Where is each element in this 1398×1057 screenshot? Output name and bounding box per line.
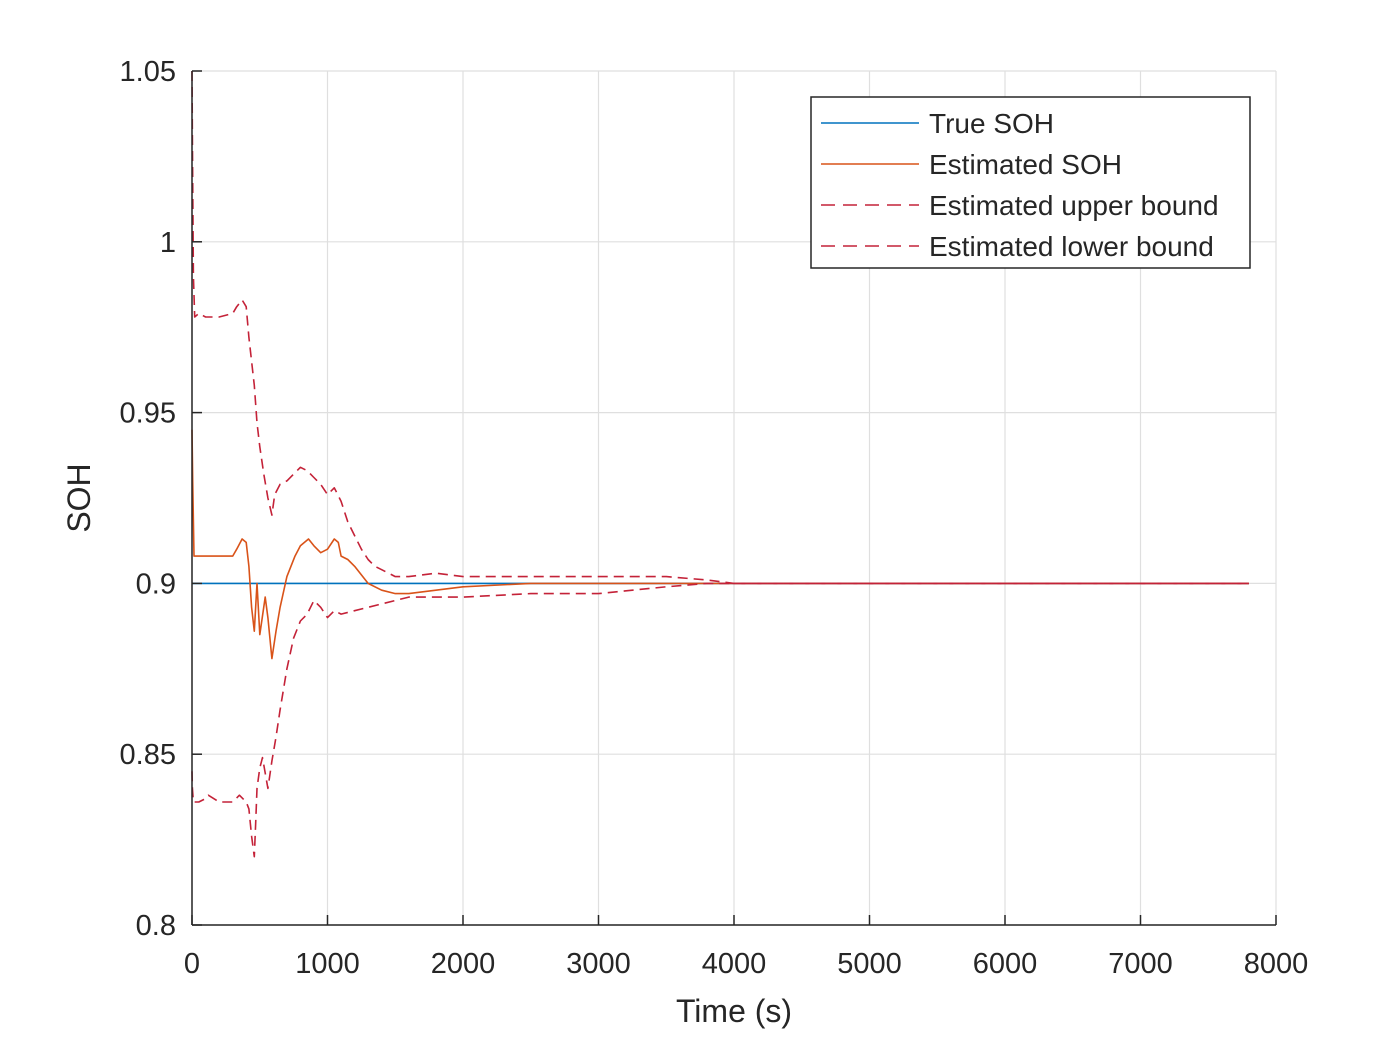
- x-axis-label: Time (s): [676, 993, 792, 1029]
- x-tick-label: 6000: [973, 948, 1038, 980]
- series-line-3: [191, 582, 1249, 858]
- tick-labels: 0 1000 2000 3000 4000 5000 6000 7000 8000 0.8 0.85…: [120, 56, 1309, 980]
- legend-label-2: Estimated upper bound: [929, 190, 1219, 221]
- series-line-2: [191, 70, 1249, 585]
- y-tick-label: 0.8: [136, 910, 176, 942]
- x-tick-label: 3000: [566, 948, 631, 980]
- y-tick-label: 0.95: [120, 398, 176, 430]
- x-tick-label: 2000: [431, 948, 496, 980]
- y-axis-label: SOH: [61, 463, 97, 532]
- y-tick-label: 0.85: [120, 739, 176, 771]
- axes: [191, 70, 1277, 926]
- x-tick-label: 7000: [1108, 948, 1173, 980]
- legend-label-0: True SOH: [929, 108, 1054, 139]
- x-tick-label: 0: [184, 948, 200, 980]
- y-tick-label: 1: [160, 227, 176, 259]
- plot-lines: [191, 70, 1249, 858]
- legend-box: [810, 96, 1251, 269]
- x-tick-label: 1000: [295, 948, 360, 980]
- legend-label-1: Estimated SOH: [929, 149, 1122, 180]
- x-tick-label: 5000: [837, 948, 902, 980]
- x-tick-label: 4000: [702, 948, 767, 980]
- legend: True SOH Estimated SOH Estimated upper bou…: [810, 96, 1251, 269]
- x-tick-label: 8000: [1244, 948, 1309, 980]
- series-line-1: [191, 429, 1249, 660]
- y-tick-label: 1.05: [120, 56, 176, 88]
- y-tick-label: 0.9: [136, 568, 176, 600]
- legend-label-3: Estimated lower bound: [929, 231, 1214, 262]
